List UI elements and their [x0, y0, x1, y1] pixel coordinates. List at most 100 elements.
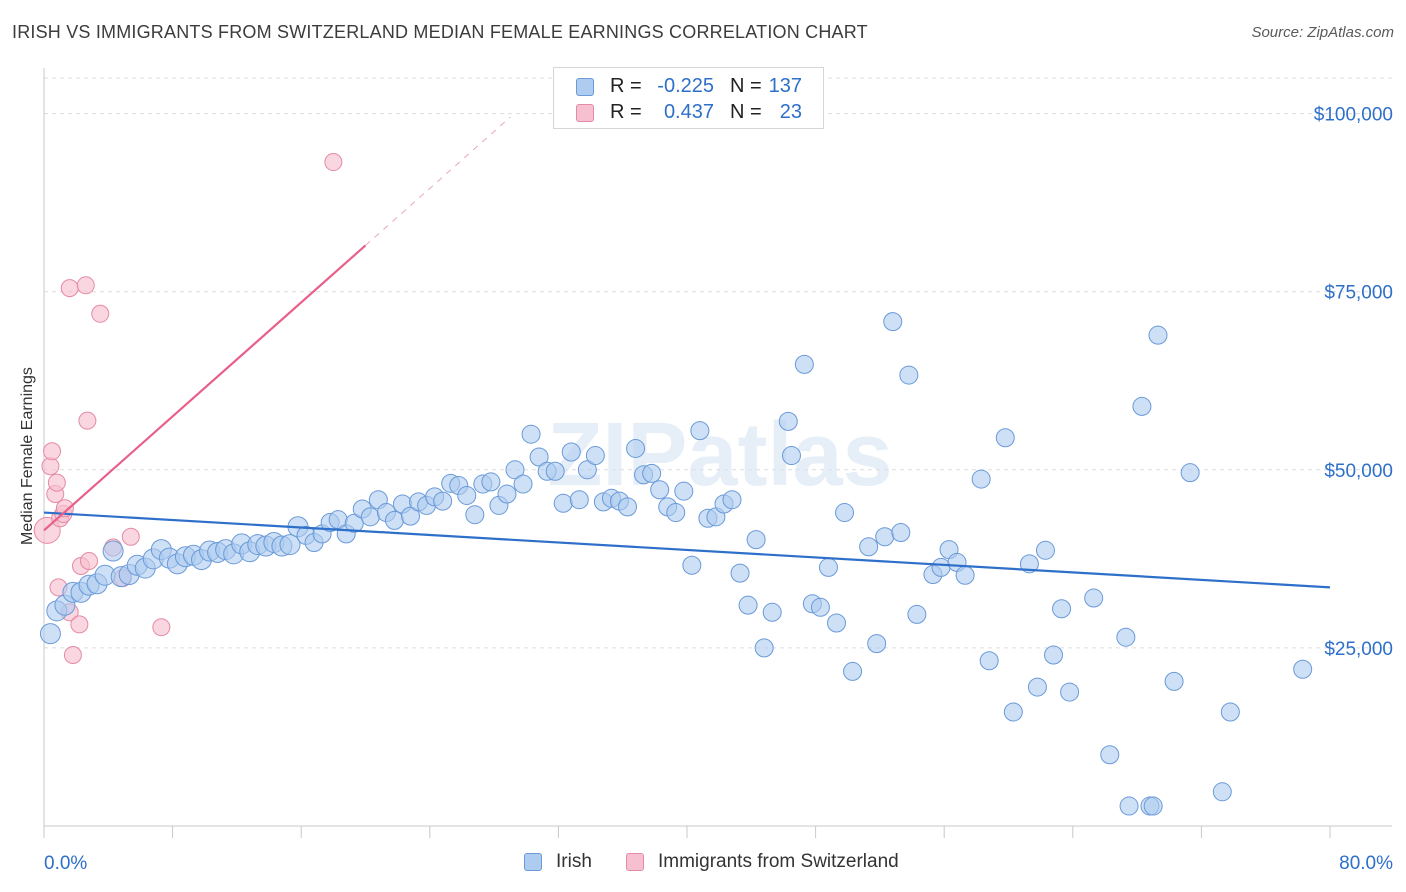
- swiss-point: [76, 276, 95, 295]
- irish-point: [907, 604, 927, 624]
- irish-point: [722, 490, 742, 510]
- tick-labels: $25,000 $50,000 $75,000 $100,000 0.0% 80.0%: [44, 105, 1393, 874]
- irish-point: [666, 503, 686, 523]
- irish-point: [1019, 554, 1039, 574]
- irish-point: [569, 490, 589, 510]
- irish-point: [545, 461, 565, 481]
- irish-point: [344, 513, 364, 533]
- irish-point: [1100, 745, 1120, 765]
- irish-point: [738, 595, 758, 615]
- series-label-swiss: Immigrants from Switzerland: [658, 851, 899, 872]
- legend-row-swiss: R = 0.437 N = 23: [554, 101, 825, 127]
- legend-r-label: R =: [610, 75, 642, 97]
- irish-point: [39, 623, 61, 645]
- irish-point: [1132, 396, 1152, 416]
- irish-point: [529, 447, 549, 467]
- irish-point: [810, 597, 830, 617]
- irish-point: [553, 493, 573, 513]
- irish-point: [1035, 540, 1055, 560]
- irish-point: [867, 634, 887, 654]
- trend-lines: [43, 116, 1331, 589]
- swiss-point: [152, 618, 171, 637]
- irish-point: [1060, 682, 1080, 702]
- irish-point: [971, 469, 991, 489]
- irish-point: [521, 424, 541, 444]
- irish-point: [513, 474, 533, 494]
- legend-swatch-irish: [576, 78, 594, 96]
- irish-point: [505, 460, 525, 480]
- legend-n-label: N =: [730, 101, 762, 123]
- irish-point: [674, 481, 694, 501]
- legend-r-value: -0.225: [657, 75, 714, 97]
- irish-point: [955, 565, 975, 585]
- irish-point: [843, 661, 863, 681]
- irish-point: [626, 438, 646, 458]
- irish-point: [279, 534, 301, 556]
- irish-point: [730, 563, 750, 583]
- irish-point: [1119, 796, 1139, 816]
- irish-point: [875, 527, 895, 547]
- legend-r-value: 0.437: [663, 101, 714, 123]
- irish-point: [481, 472, 501, 492]
- irish-point: [561, 442, 581, 462]
- irish-point: [465, 505, 485, 525]
- irish-point: [1116, 627, 1136, 647]
- swiss-point: [41, 457, 60, 476]
- irish-point: [497, 484, 517, 504]
- series-legend: Irish Immigrants from Switzerland: [0, 851, 1406, 877]
- irish-point: [781, 446, 801, 466]
- irish-point: [762, 602, 782, 622]
- irish-point: [650, 480, 670, 500]
- irish-point: [1003, 702, 1023, 722]
- irish-point: [1293, 659, 1313, 679]
- irish-point: [995, 428, 1015, 448]
- irish-point: [360, 507, 380, 527]
- swiss-point: [60, 279, 79, 298]
- swiss-point: [43, 442, 62, 461]
- irish-point: [577, 460, 597, 480]
- irish-point: [102, 540, 124, 562]
- irish-point: [931, 557, 951, 577]
- legend-swatch-swiss: [576, 104, 594, 122]
- gridlines: [44, 77, 1392, 649]
- correlation-legend: R = -0.225 N = 137 R = 0.437 N = 23: [553, 67, 824, 129]
- irish-point: [1220, 702, 1240, 722]
- irish-point: [1143, 796, 1163, 816]
- irish-point: [1212, 782, 1232, 802]
- swiss-point: [324, 153, 343, 172]
- irish-point: [1164, 671, 1184, 691]
- irish-point: [457, 485, 477, 505]
- y-tick-label: $100,000: [1314, 105, 1393, 126]
- swiss-point: [47, 473, 66, 492]
- legend-n-value: 23: [779, 101, 802, 123]
- irish-trend-line: [43, 511, 1331, 589]
- irish-point: [883, 312, 903, 332]
- x-tick-label: 0.0%: [44, 853, 87, 874]
- source-label: Source: ZipAtlas.com: [1251, 24, 1394, 41]
- irish-point: [401, 506, 421, 526]
- irish-point: [682, 555, 702, 575]
- series-label-irish: Irish: [556, 851, 592, 872]
- legend-n-value: 137: [768, 75, 802, 97]
- irish-point: [979, 651, 999, 671]
- swiss-point: [80, 551, 99, 570]
- irish-point: [618, 497, 638, 517]
- irish-point: [384, 510, 404, 530]
- irish-point: [690, 421, 710, 441]
- swiss-point: [121, 527, 140, 546]
- irish-point: [585, 446, 605, 466]
- irish-point: [899, 365, 919, 385]
- irish-point: [433, 491, 453, 511]
- irish-point: [1044, 645, 1064, 665]
- irish-point: [642, 463, 662, 483]
- series-swatch-irish: [524, 853, 542, 871]
- irish-point: [1027, 677, 1047, 697]
- chart-title: IRISH VS IMMIGRANTS FROM SWITZERLAND MED…: [12, 22, 868, 42]
- watermark: ZIPatlas: [547, 405, 892, 505]
- irish-point: [835, 503, 855, 523]
- swiss-point: [63, 646, 82, 665]
- irish-point: [859, 537, 879, 557]
- irish-points: [39, 312, 1313, 816]
- irish-point: [891, 522, 911, 542]
